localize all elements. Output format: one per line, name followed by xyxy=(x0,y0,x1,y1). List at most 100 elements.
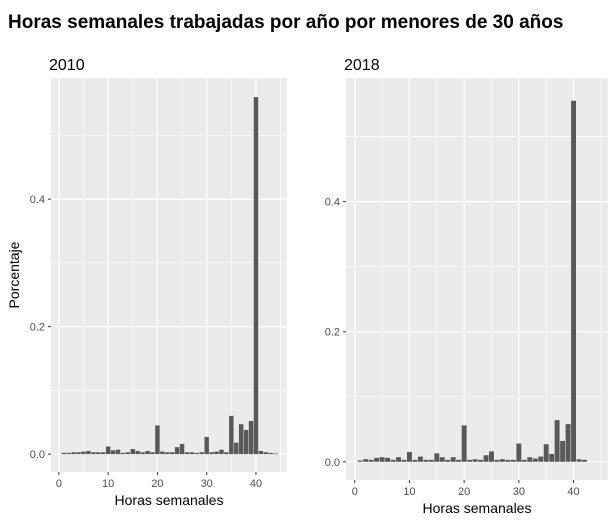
y-tick-label: 0.0 xyxy=(325,457,340,469)
bar xyxy=(189,452,195,455)
bar xyxy=(390,459,396,462)
bar xyxy=(268,452,273,455)
bar xyxy=(363,459,369,462)
bar xyxy=(368,459,374,462)
bar xyxy=(494,459,500,462)
bar xyxy=(194,452,200,455)
x-tick-label: 30 xyxy=(201,478,213,490)
bar xyxy=(379,457,385,462)
bar xyxy=(445,459,451,462)
bar xyxy=(385,457,391,462)
bar xyxy=(412,459,418,462)
panel-background-2 xyxy=(346,78,608,480)
bar xyxy=(234,442,239,455)
bar xyxy=(155,425,160,455)
x-tick-label: 10 xyxy=(403,486,415,498)
bar xyxy=(125,452,131,455)
bar xyxy=(505,459,511,462)
bar xyxy=(224,452,229,455)
bar xyxy=(456,459,462,462)
bar xyxy=(401,459,407,462)
y-axis-title: Porcentaje xyxy=(6,241,22,308)
bar xyxy=(169,452,175,455)
bar xyxy=(91,452,96,455)
x-axis-title: Horas semanales xyxy=(115,492,224,508)
bar xyxy=(120,452,126,455)
x-tick-label: 10 xyxy=(102,478,114,490)
bar xyxy=(145,450,150,455)
y-tick-label: 0.2 xyxy=(30,322,45,334)
bar xyxy=(199,452,204,455)
bar xyxy=(483,455,489,462)
x-tick-label: 30 xyxy=(513,486,525,498)
bar xyxy=(396,457,401,462)
bar xyxy=(521,459,527,462)
bar xyxy=(204,436,209,455)
bar xyxy=(582,459,587,462)
bar xyxy=(472,459,478,462)
bar xyxy=(135,450,140,455)
bar xyxy=(461,425,467,462)
chart-title: Horas semanales trabajadas por año por m… xyxy=(8,12,564,33)
bar xyxy=(248,420,254,455)
bar xyxy=(571,100,577,462)
bar xyxy=(423,459,429,462)
bar xyxy=(510,459,516,462)
bar xyxy=(527,457,533,462)
bar xyxy=(160,451,165,455)
bar xyxy=(243,429,249,455)
y-tick-label: 0.4 xyxy=(325,197,340,209)
bar xyxy=(214,451,219,455)
bar xyxy=(478,459,484,462)
bar xyxy=(357,460,363,462)
x-axis-title: Horas semanales xyxy=(423,500,532,516)
bar xyxy=(532,458,538,462)
bar xyxy=(258,450,264,455)
bar xyxy=(434,453,440,462)
bar xyxy=(538,456,544,462)
bar xyxy=(428,459,434,462)
bar xyxy=(140,452,145,455)
bar xyxy=(238,424,244,455)
bar xyxy=(61,452,67,455)
bar xyxy=(96,452,101,455)
bar xyxy=(565,424,571,462)
panel-title-2018: 2018 xyxy=(344,57,380,74)
bar xyxy=(86,450,91,455)
bar xyxy=(374,457,380,462)
x-tick-label: 20 xyxy=(151,478,163,490)
x-tick-label: 20 xyxy=(458,486,470,498)
bar xyxy=(543,444,549,462)
bar xyxy=(229,415,234,455)
bar xyxy=(263,452,269,455)
bar xyxy=(184,452,190,455)
bar xyxy=(76,452,81,455)
bar xyxy=(71,452,76,455)
bar xyxy=(439,457,445,462)
bar xyxy=(417,456,423,462)
y-tick-label: 0.0 xyxy=(30,449,45,461)
x-tick-label: 0 xyxy=(56,478,62,490)
bar xyxy=(554,420,560,462)
bar xyxy=(489,451,494,462)
bar xyxy=(450,457,456,462)
bar xyxy=(209,452,214,455)
x-tick-label: 40 xyxy=(250,478,262,490)
bar xyxy=(406,452,412,462)
bar xyxy=(179,443,185,455)
y-tick-label: 0.2 xyxy=(325,327,340,339)
bar xyxy=(499,459,505,462)
bar xyxy=(549,453,555,462)
bar xyxy=(110,450,116,455)
bar xyxy=(165,452,170,455)
bar xyxy=(130,449,136,455)
bar xyxy=(467,459,473,462)
bar xyxy=(273,453,278,455)
bar xyxy=(105,446,111,455)
bar xyxy=(101,452,106,455)
x-tick-label: 40 xyxy=(567,486,579,498)
bar xyxy=(516,443,522,462)
bar xyxy=(150,452,155,455)
bar xyxy=(253,97,259,455)
